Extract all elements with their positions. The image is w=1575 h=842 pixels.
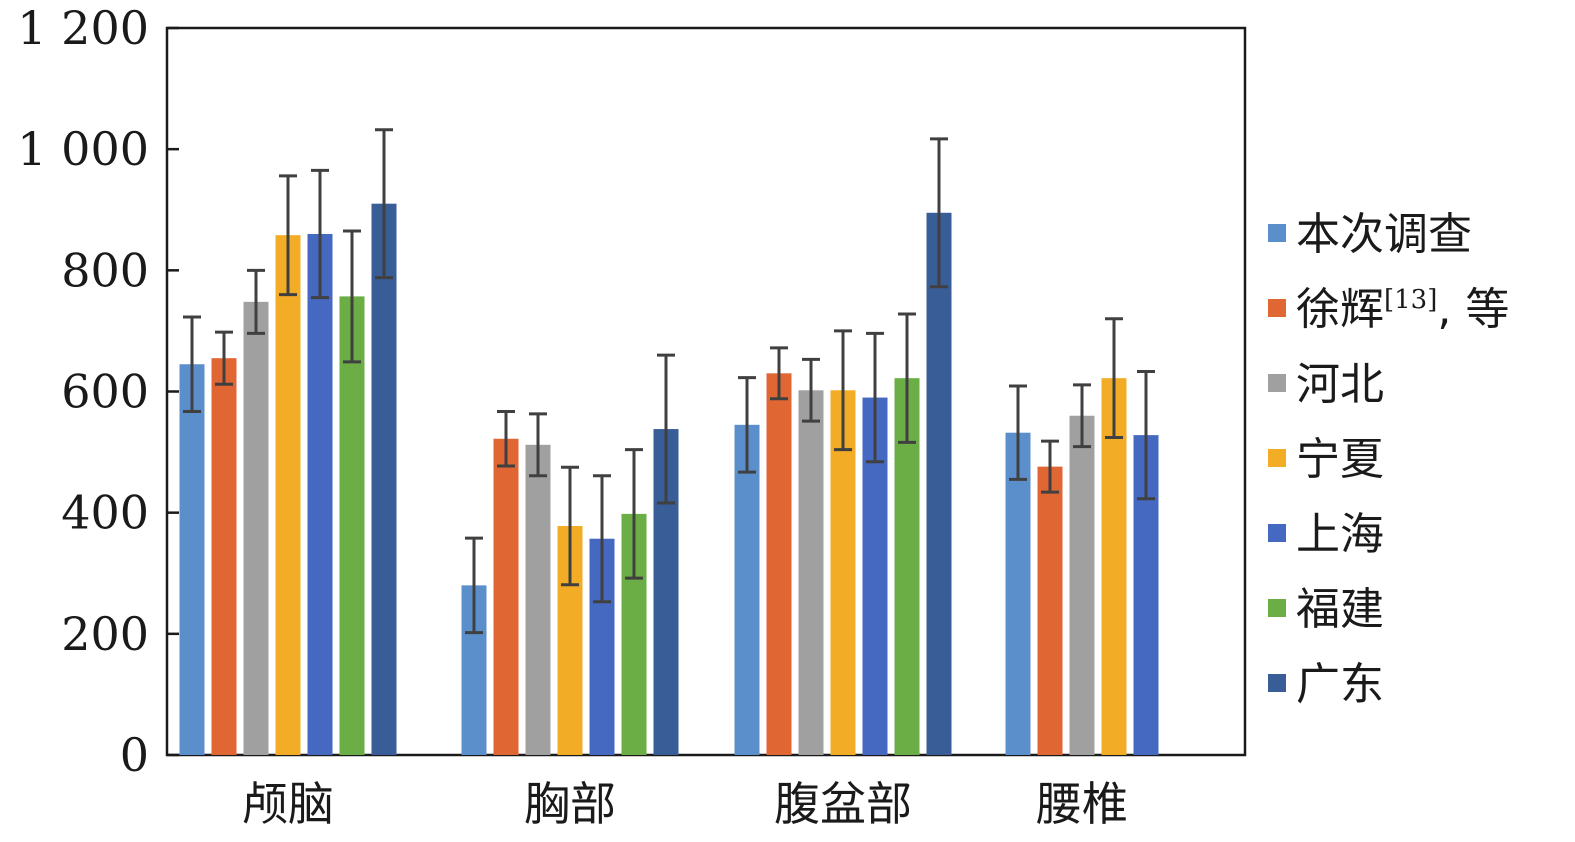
y-tick-label: 1 200 — [17, 1, 149, 55]
bar — [243, 301, 269, 755]
y-tick-label: 800 — [61, 243, 149, 297]
x-category-label: 腰椎 — [1036, 777, 1128, 831]
legend-label: 河北 — [1296, 359, 1384, 410]
x-category-label: 胸部 — [524, 777, 616, 831]
x-category-label: 颅脑 — [242, 777, 334, 831]
bar — [734, 424, 760, 755]
y-tick-label: 600 — [61, 365, 149, 419]
legend-swatch — [1268, 524, 1286, 542]
legend-swatch — [1268, 374, 1286, 392]
legend-label: 上海 — [1296, 509, 1384, 560]
y-tick-label: 400 — [61, 486, 149, 540]
legend-label: 广东 — [1296, 659, 1384, 710]
bar — [1069, 415, 1095, 755]
bar — [307, 233, 333, 755]
y-tick-label: 200 — [61, 607, 149, 661]
legend-label: 宁夏 — [1296, 434, 1384, 485]
bar — [275, 235, 301, 755]
bar — [339, 296, 365, 755]
bar — [179, 364, 205, 755]
legend-label: 徐辉[13], 等 — [1296, 284, 1509, 335]
x-axis: 颅脑 胸部 腹盆部 腰椎 — [242, 777, 1128, 831]
bar — [1037, 466, 1063, 755]
legend-swatch — [1268, 299, 1286, 317]
legend-label: 本次调查 — [1296, 209, 1472, 260]
y-axis: 0 200 400 600 800 1 000 1 200 — [17, 1, 179, 782]
x-category-label: 腹盆部 — [774, 777, 912, 831]
legend-swatch — [1268, 674, 1286, 692]
legend-swatch — [1268, 449, 1286, 467]
bar — [211, 358, 237, 755]
y-tick-label: 1 000 — [17, 122, 149, 176]
bar — [525, 444, 551, 755]
bar — [926, 212, 952, 755]
bar — [766, 373, 792, 755]
legend-swatch — [1268, 599, 1286, 617]
bar — [798, 390, 824, 755]
legend-label: 福建 — [1296, 584, 1384, 635]
y-tick-label: 0 — [120, 728, 149, 782]
legend-swatch — [1268, 224, 1286, 242]
bar-series-group — [179, 128, 1159, 756]
bar — [371, 203, 397, 756]
bar — [1005, 432, 1031, 755]
bar — [493, 438, 519, 755]
bar — [1101, 378, 1127, 755]
